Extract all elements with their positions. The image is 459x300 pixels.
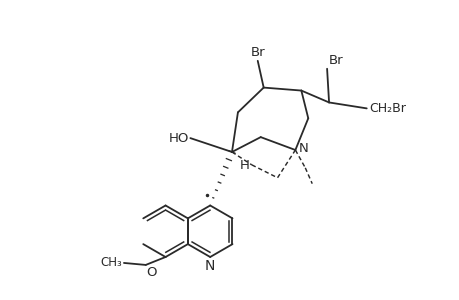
Text: N: N bbox=[298, 142, 308, 154]
Text: CH₃: CH₃ bbox=[100, 256, 122, 269]
Text: N: N bbox=[205, 259, 215, 273]
Text: Br: Br bbox=[250, 46, 264, 59]
Text: Br: Br bbox=[328, 54, 343, 67]
Text: O: O bbox=[146, 266, 157, 279]
Text: CH₂Br: CH₂Br bbox=[369, 102, 406, 115]
Text: HO: HO bbox=[168, 132, 189, 145]
Text: H: H bbox=[240, 159, 249, 172]
